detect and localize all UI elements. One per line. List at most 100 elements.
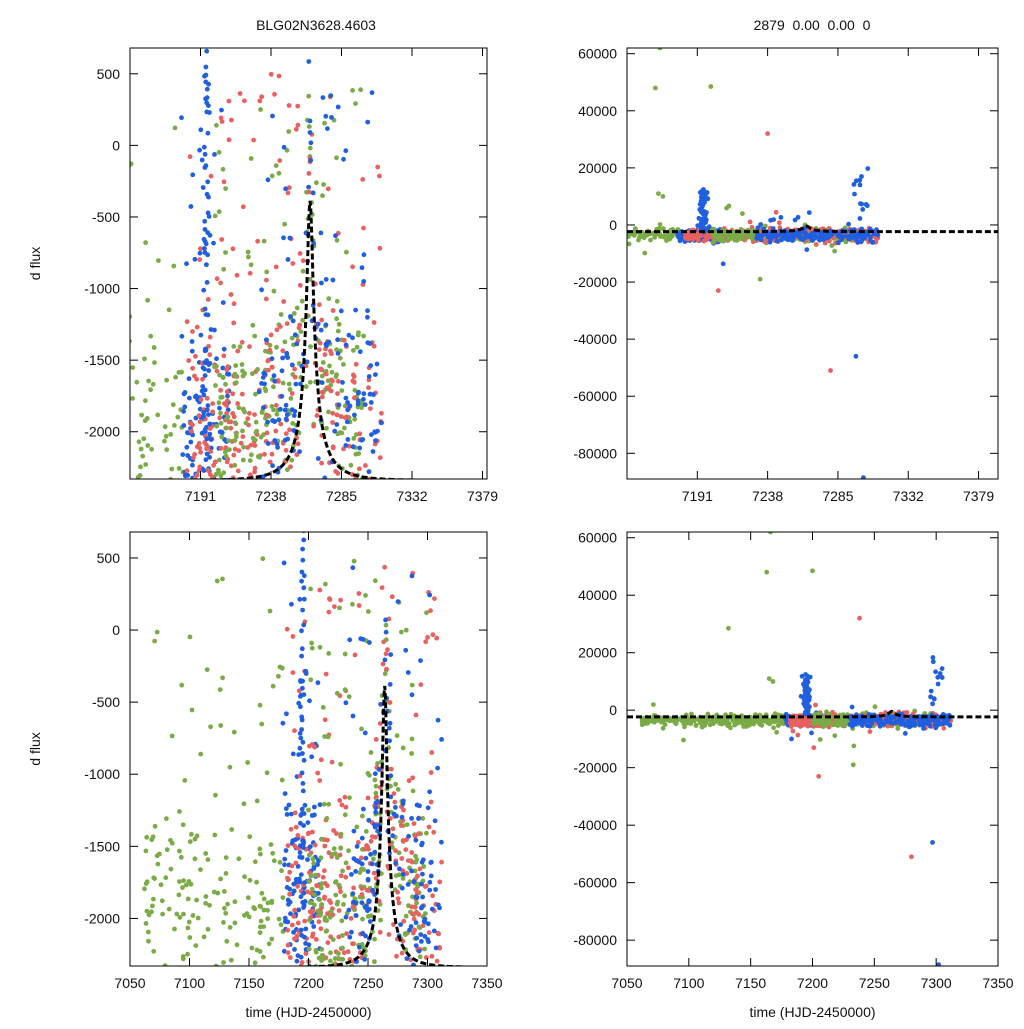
y-tick-label: -1500 <box>84 352 120 368</box>
data-point-blue <box>308 991 313 996</box>
data-point-blue <box>345 419 350 424</box>
x-axis-label: time (HJD-2450000) <box>749 1004 875 1020</box>
data-point-blue <box>193 257 198 262</box>
data-point-green <box>559 232 564 237</box>
data-point-blue <box>864 202 869 207</box>
data-point-red <box>231 246 236 251</box>
data-point-green <box>134 380 139 385</box>
data-point-blue <box>295 959 300 964</box>
data-point-blue <box>288 236 293 241</box>
data-point-green <box>531 232 536 237</box>
data-point-blue <box>699 218 704 223</box>
data-point-green <box>555 230 560 235</box>
data-point-green <box>149 909 154 914</box>
y-tick-label: 0 <box>112 622 120 638</box>
data-point-blue <box>432 929 437 934</box>
y-tick-label: 0 <box>609 702 617 718</box>
data-point-green <box>181 912 186 917</box>
data-point-green <box>156 258 161 263</box>
data-point-green <box>157 494 162 499</box>
data-point-green <box>343 652 348 657</box>
data-point-green <box>366 771 371 776</box>
data-point-blue <box>303 803 308 808</box>
data-point-green <box>93 478 98 483</box>
data-point-green <box>402 999 407 1004</box>
data-point-red <box>288 955 293 960</box>
data-point-blue <box>316 680 321 685</box>
data-point-red <box>385 647 390 652</box>
data-point-blue <box>419 939 424 944</box>
data-point-green <box>563 235 568 240</box>
data-point-green <box>68 429 73 434</box>
data-point-blue <box>367 374 372 379</box>
data-point-green <box>319 886 324 891</box>
data-point-red <box>315 771 320 776</box>
data-point-green <box>195 834 200 839</box>
data-point-red <box>313 843 318 848</box>
data-point-red <box>292 936 297 941</box>
data-point-green <box>573 227 578 232</box>
data-point-green <box>525 234 530 239</box>
data-point-blue <box>350 565 355 570</box>
data-point-blue <box>348 543 353 548</box>
data-point-green <box>193 943 198 948</box>
data-point-blue <box>270 463 275 468</box>
data-point-green <box>749 719 754 724</box>
data-point-green <box>206 857 211 862</box>
data-point-red <box>363 463 368 468</box>
data-point-green <box>182 778 187 783</box>
data-point-green <box>186 897 191 902</box>
data-point-green <box>15 400 20 405</box>
data-point-green <box>231 344 236 349</box>
data-point-green <box>156 862 161 867</box>
data-point-blue <box>366 878 371 883</box>
data-point-blue <box>264 337 269 342</box>
data-point-green <box>240 429 245 434</box>
data-point-blue <box>375 429 380 434</box>
data-point-green <box>360 814 365 819</box>
data-point-green <box>246 255 251 260</box>
data-point-green <box>272 858 277 863</box>
data-point-blue <box>204 457 209 462</box>
data-point-green <box>7 318 12 323</box>
data-point-red <box>270 365 275 370</box>
data-point-red <box>431 830 436 835</box>
data-point-green <box>162 497 167 502</box>
data-point-green <box>146 939 151 944</box>
data-point-blue <box>332 429 337 434</box>
data-point-red <box>286 950 291 955</box>
data-point-blue <box>202 367 207 372</box>
data-point-blue <box>203 307 208 312</box>
data-point-green <box>9 110 14 115</box>
data-point-red <box>425 635 430 640</box>
data-point-green <box>42 548 47 553</box>
data-point-red <box>322 868 327 873</box>
data-point-red <box>247 411 252 416</box>
data-point-blue <box>306 185 311 190</box>
y-tick-label: -1000 <box>84 281 120 297</box>
data-point-green <box>66 439 71 444</box>
data-point-red <box>241 434 246 439</box>
data-point-green <box>283 340 288 345</box>
data-point-green <box>228 925 233 930</box>
data-point-blue <box>296 908 301 913</box>
data-point-green <box>149 447 154 452</box>
data-point-green <box>160 898 165 903</box>
data-point-red <box>801 722 806 727</box>
data-point-blue <box>207 110 212 115</box>
data-point-red <box>339 414 344 419</box>
data-point-red <box>293 375 298 380</box>
data-point-green <box>169 867 174 872</box>
data-point-green <box>30 411 35 416</box>
data-point-green <box>532 234 537 239</box>
data-point-green <box>318 645 323 650</box>
data-point-blue <box>825 236 830 241</box>
data-point-red <box>199 397 204 402</box>
data-point-red <box>828 368 833 373</box>
data-point-red <box>375 165 380 170</box>
data-point-red <box>381 639 386 644</box>
data-point-green <box>36 469 41 474</box>
data-point-green <box>224 855 229 860</box>
data-point-blue <box>219 430 224 435</box>
